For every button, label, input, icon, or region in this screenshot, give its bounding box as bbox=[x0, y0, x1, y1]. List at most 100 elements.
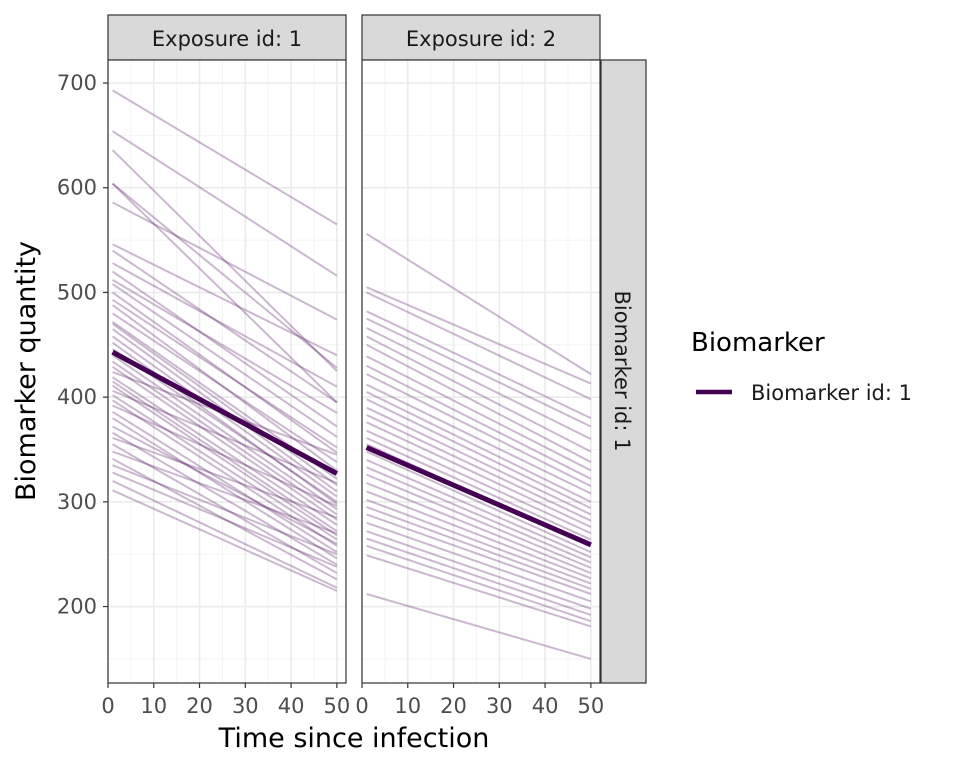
x-tick-label: 10 bbox=[394, 694, 421, 718]
y-axis-title: Biomarker quantity bbox=[11, 241, 42, 501]
individual-trajectory-line bbox=[112, 312, 338, 463]
individual-trajectory-line bbox=[111, 304, 338, 472]
mean-trajectory-line bbox=[111, 349, 339, 476]
individual-trajectory-line bbox=[366, 473, 592, 569]
individual-trajectory-line bbox=[112, 399, 338, 547]
x-tick-label: 20 bbox=[186, 694, 213, 718]
x-axis-panel-1: 0 10 20 30 40 50 bbox=[101, 683, 350, 718]
strip-exposure-1-label: Exposure id: 1 bbox=[152, 27, 302, 51]
individual-trajectory-line bbox=[366, 414, 592, 522]
x-tick-label: 40 bbox=[278, 694, 305, 718]
individual-trajectory-line bbox=[366, 310, 592, 419]
individual-trajectory-line bbox=[112, 201, 338, 321]
individual-trajectory-line bbox=[366, 513, 592, 595]
individual-trajectory-line bbox=[366, 429, 592, 535]
legend: Biomarker Biomarker id: 1 bbox=[691, 328, 912, 405]
individual-trajectory-line bbox=[366, 391, 592, 503]
individual-trajectory-line bbox=[366, 317, 592, 428]
individual-trajectory-line bbox=[366, 355, 592, 472]
individual-trajectory-line bbox=[366, 364, 592, 480]
strip-biomarker-box bbox=[600, 59, 647, 684]
individual-trajectory-line bbox=[112, 270, 338, 428]
y-tick-label: 600 bbox=[57, 176, 97, 200]
strip-biomarker-label: Biomarker id: 1 bbox=[610, 291, 634, 452]
individual-trajectory-line bbox=[112, 243, 338, 357]
y-tick-label: 500 bbox=[57, 280, 97, 304]
y-tick-label: 200 bbox=[57, 595, 97, 619]
panel-exposure-2-background bbox=[362, 60, 600, 683]
individual-trajectory-line bbox=[366, 232, 592, 375]
individual-trajectory-line bbox=[366, 406, 592, 516]
y-axis: 200 300 400 500 600 700 bbox=[57, 71, 108, 619]
x-axis-title: Time since infection bbox=[218, 723, 490, 754]
x-tick-label: 50 bbox=[577, 694, 604, 718]
individual-trajectory-line bbox=[112, 471, 338, 568]
individual-trajectory-line bbox=[366, 450, 592, 554]
individual-trajectory-line bbox=[366, 530, 592, 610]
individual-trajectory-line bbox=[112, 389, 338, 484]
individual-trajectory-line bbox=[111, 182, 338, 369]
individual-trajectory-line bbox=[366, 286, 592, 385]
x-tick-label: 50 bbox=[323, 694, 350, 718]
individual-trajectory-line bbox=[112, 489, 338, 592]
x-tick-label: 0 bbox=[355, 694, 368, 718]
individual-trajectory-line bbox=[112, 380, 338, 533]
individual-trajectory-line bbox=[112, 283, 338, 438]
individual-trajectory-line bbox=[112, 437, 338, 519]
individual-trajectory-line bbox=[112, 425, 338, 545]
individual-trajectory-line bbox=[112, 464, 338, 556]
individual-trajectory-line bbox=[366, 383, 592, 495]
individual-trajectory-line bbox=[112, 410, 338, 553]
individual-trajectory-line bbox=[366, 437, 592, 541]
individual-trajectory-line bbox=[111, 291, 338, 454]
x-axis-panel-2: 0 10 20 30 40 50 bbox=[355, 683, 604, 718]
individual-trajectory-line bbox=[111, 182, 338, 404]
legend-entry-label: Biomarker id: 1 bbox=[751, 381, 912, 405]
panel-exposure-1-lines bbox=[111, 89, 339, 592]
individual-trajectory-line bbox=[366, 421, 592, 528]
y-tick-label: 700 bbox=[57, 71, 97, 95]
individual-trajectory-line bbox=[112, 384, 338, 537]
panel-exposure-1-border bbox=[107, 59, 347, 684]
individual-trajectory-line bbox=[112, 130, 338, 277]
individual-trajectory-line bbox=[112, 298, 338, 449]
individual-trajectory-line bbox=[366, 498, 592, 585]
x-tick-label: 10 bbox=[140, 694, 167, 718]
individual-trajectory-line bbox=[366, 537, 592, 616]
individual-trajectory-line bbox=[366, 466, 592, 564]
individual-trajectory-line bbox=[366, 506, 592, 590]
individual-trajectory-line bbox=[366, 343, 592, 463]
panel-exposure-2: Exposure id: 2 bbox=[361, 14, 601, 684]
individual-trajectory-line bbox=[112, 89, 338, 226]
x-tick-label: 30 bbox=[486, 694, 513, 718]
individual-trajectory-line bbox=[112, 417, 338, 560]
individual-trajectory-line bbox=[112, 404, 338, 507]
x-tick-label: 40 bbox=[532, 694, 559, 718]
individual-trajectory-line bbox=[112, 354, 338, 511]
individual-trajectory-line bbox=[366, 373, 592, 488]
individual-trajectory-line bbox=[112, 431, 338, 566]
individual-trajectory-line bbox=[366, 482, 592, 574]
x-tick-label: 20 bbox=[440, 694, 467, 718]
y-tick-label: 300 bbox=[57, 490, 97, 514]
panel-exposure-1: Exposure id: 1 bbox=[107, 14, 347, 684]
individual-trajectory-line bbox=[112, 480, 338, 589]
mean-trajectory-line bbox=[365, 445, 592, 548]
individual-trajectory-line bbox=[366, 327, 592, 440]
individual-trajectory-line bbox=[366, 291, 592, 401]
individual-trajectory-line bbox=[112, 262, 338, 388]
individual-trajectory-line bbox=[112, 458, 338, 581]
individual-trajectory-line bbox=[366, 593, 592, 660]
x-tick-label: 0 bbox=[101, 694, 114, 718]
individual-trajectory-line bbox=[111, 149, 338, 372]
individual-trajectory-line bbox=[366, 544, 592, 623]
panel-exposure-2-border bbox=[361, 59, 601, 684]
individual-trajectory-line bbox=[112, 450, 338, 535]
strip-exposure-1-box bbox=[107, 14, 347, 61]
individual-trajectory-line bbox=[366, 490, 592, 580]
x-tick-label: 30 bbox=[232, 694, 259, 718]
individual-trajectory-line bbox=[366, 335, 592, 453]
individual-trajectory-line bbox=[112, 360, 338, 516]
individual-trajectory-line bbox=[366, 521, 592, 603]
individual-trajectory-line bbox=[112, 443, 338, 574]
